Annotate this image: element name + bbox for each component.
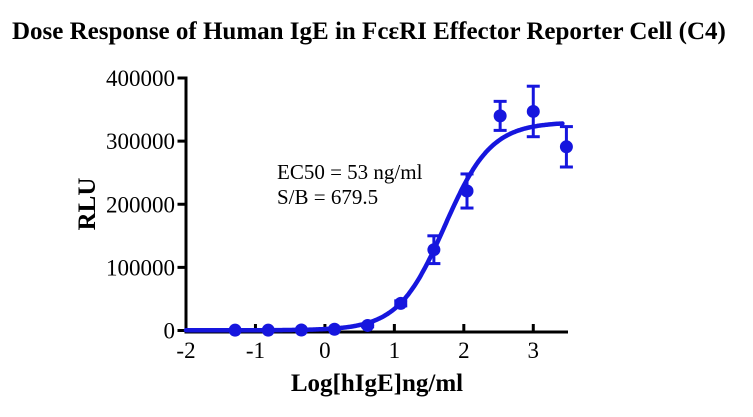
data-point: [294, 323, 308, 337]
data-point: [493, 109, 507, 123]
data-point: [460, 184, 474, 198]
x-tick-label: -1: [246, 338, 265, 363]
data-point: [361, 318, 375, 332]
x-tick-label: 1: [389, 338, 401, 363]
y-tick-label: 0: [164, 319, 176, 344]
data-point: [559, 140, 573, 154]
data-point: [327, 322, 341, 336]
chart-title: Dose Response of Human IgE in FcεRI Effe…: [12, 18, 726, 45]
y-tick-label: 300000: [106, 129, 175, 154]
x-tick-label: -2: [176, 338, 195, 363]
fit-curve: [183, 121, 565, 333]
sb-text: S/B = 679.5: [277, 185, 379, 209]
y-tick-label: 200000: [106, 192, 175, 217]
fit-annotation: EC50 = 53 ng/ml S/B = 679.5: [277, 160, 422, 210]
y-axis-title: RLU: [74, 177, 101, 231]
data-point: [261, 323, 275, 337]
data-point: [228, 323, 242, 337]
x-tick-label: 0: [319, 338, 331, 363]
ec50-text: EC50 = 53 ng/ml: [277, 160, 423, 184]
data-point: [427, 243, 441, 257]
x-tick-label: 3: [528, 338, 540, 363]
x-axis-title: Log[hIgE]ng/ml: [290, 370, 464, 397]
data-point: [526, 104, 540, 118]
x-tick-label: 2: [458, 338, 470, 363]
data-point: [394, 296, 408, 310]
y-tick-label: 100000: [106, 255, 175, 280]
y-tick-label: 400000: [106, 66, 175, 91]
